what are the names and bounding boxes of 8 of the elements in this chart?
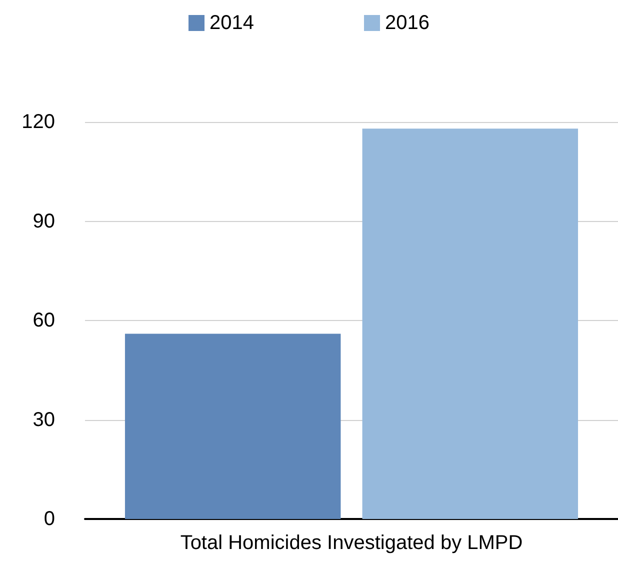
legend-label: 2014 [210,12,254,34]
x-tick-label: Total Homicides Investigated by LMPD [180,532,523,554]
legend-label: 2016 [385,12,430,34]
y-tick-label: 90 [32,210,55,232]
y-tick-label: 30 [32,408,55,431]
y-tick-label: 60 [32,310,55,332]
y-tick-label: 120 [22,111,55,133]
y-tick-label: 0 [44,508,55,530]
